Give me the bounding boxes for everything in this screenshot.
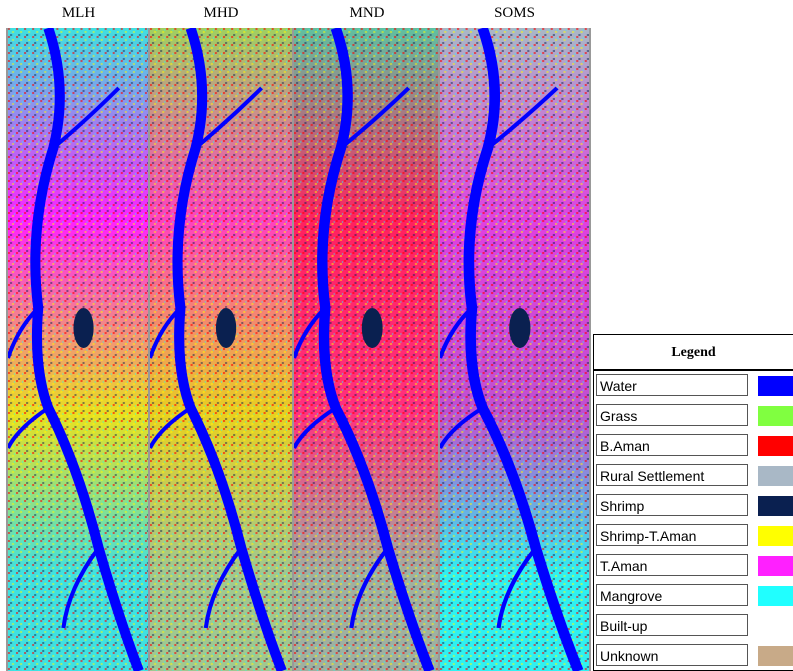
- legend-title: Legend: [594, 335, 793, 371]
- legend-label: B.Aman: [596, 434, 748, 456]
- panel-title: MLH: [6, 0, 151, 26]
- legend-row: Shrimp-T.Aman: [594, 521, 793, 551]
- legend-swatch: [758, 556, 793, 576]
- legend-label: Built-up: [596, 614, 748, 636]
- map-image: [8, 28, 149, 671]
- legend-swatch: [758, 616, 793, 636]
- legend-swatch: [758, 586, 793, 606]
- legend-label: Grass: [596, 404, 748, 426]
- panel-title: SOMS: [438, 0, 591, 26]
- legend-row: Water: [594, 371, 793, 401]
- panel-title: MHD: [148, 0, 294, 26]
- legend-label: Mangrove: [596, 584, 748, 606]
- panel-title: MND: [292, 0, 442, 26]
- legend-row: Grass: [594, 401, 793, 431]
- legend-row: Mangrove: [594, 581, 793, 611]
- legend-swatch: [758, 526, 793, 546]
- map-panel: [6, 28, 151, 671]
- legend-row: T.Aman: [594, 551, 793, 581]
- page: Legend Water Grass B.Aman Rural Settlement S…: [0, 0, 793, 671]
- legend-swatch: [758, 496, 793, 516]
- legend-row: Built-up: [594, 611, 793, 641]
- legend-swatch: [758, 646, 793, 666]
- legend-label: Shrimp-T.Aman: [596, 524, 748, 546]
- legend-row: Unknown: [594, 641, 793, 671]
- legend-swatch: [758, 466, 793, 486]
- map-image: [150, 28, 292, 671]
- map-panel: [438, 28, 591, 671]
- legend-row: B.Aman: [594, 431, 793, 461]
- legend-label: Rural Settlement: [596, 464, 748, 486]
- legend-label: Unknown: [596, 644, 748, 666]
- map-image: [440, 28, 589, 671]
- legend-label: T.Aman: [596, 554, 748, 576]
- legend-row: Shrimp: [594, 491, 793, 521]
- legend-label: Water: [596, 374, 748, 396]
- legend-swatch: [758, 436, 793, 456]
- legend: Legend Water Grass B.Aman Rural Settlement S…: [593, 334, 793, 671]
- map-panel: [148, 28, 294, 671]
- map-image: [294, 28, 440, 671]
- legend-row: Rural Settlement: [594, 461, 793, 491]
- legend-label: Shrimp: [596, 494, 748, 516]
- legend-swatch: [758, 376, 793, 396]
- map-panel: [292, 28, 442, 671]
- legend-swatch: [758, 406, 793, 426]
